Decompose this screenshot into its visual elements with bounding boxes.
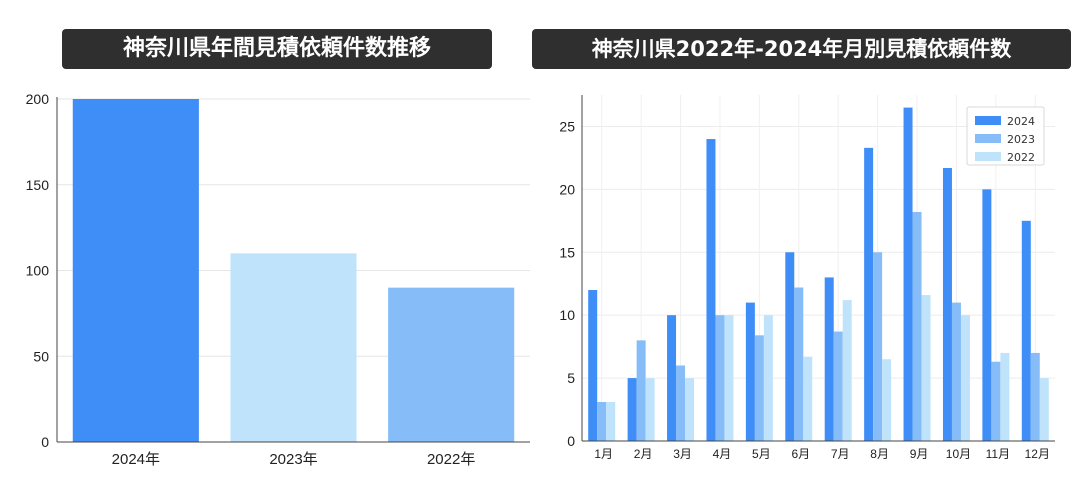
y-tick-label: 150 — [26, 177, 50, 193]
bar-2024-1月 — [588, 290, 598, 441]
bar-2024-9月 — [903, 107, 913, 441]
bar-2024-2月 — [627, 378, 637, 441]
bar-2022-5月 — [763, 315, 773, 441]
x-tick-label: 2023年 — [269, 451, 317, 468]
x-tick-label: 5月 — [752, 447, 771, 461]
legend-label-2023: 2023 — [1007, 133, 1035, 146]
bar-2022-10月 — [960, 315, 970, 441]
bar-2022-7月 — [842, 300, 852, 441]
bar-2024-4月 — [706, 139, 716, 441]
x-tick-label: 7月 — [831, 447, 850, 461]
bar-2024-12月 — [1021, 220, 1031, 441]
y-tick-label: 50 — [33, 348, 49, 364]
monthly-chart-title: 神奈川県2022年-2024年月別見積依頼件数 — [532, 29, 1071, 69]
bar-2023-7月 — [833, 331, 843, 441]
bar-2023-4月 — [715, 315, 725, 441]
bar-2023-8月 — [873, 252, 883, 441]
bar-2023年 — [230, 253, 357, 442]
bar-2023-3月 — [676, 365, 686, 441]
bar-2022-11月 — [1000, 352, 1010, 441]
y-tick-label: 10 — [559, 307, 575, 323]
y-tick-label: 25 — [559, 118, 575, 134]
bar-2023-10月 — [951, 302, 961, 441]
y-tick-label: 100 — [26, 263, 50, 279]
legend-swatch-2023 — [975, 134, 1001, 143]
y-tick-label: 20 — [559, 181, 575, 197]
x-tick-label: 6月 — [791, 447, 810, 461]
legend-label-2024: 2024 — [1007, 115, 1035, 128]
bar-2022-4月 — [724, 315, 734, 441]
bar-2022-3月 — [685, 378, 695, 441]
bar-2022-8月 — [882, 359, 892, 441]
y-tick-label: 5 — [567, 370, 575, 386]
bar-2024-6月 — [785, 252, 795, 441]
legend-label-2022: 2022 — [1007, 151, 1035, 164]
bar-2022-2月 — [645, 378, 655, 441]
bar-2024-10月 — [942, 167, 952, 441]
bar-2024-11月 — [982, 189, 992, 441]
y-tick-label: 200 — [26, 91, 50, 107]
bar-2024-5月 — [745, 302, 755, 441]
x-tick-label: 1月 — [594, 447, 613, 461]
bar-2022-1月 — [606, 401, 616, 441]
x-tick-label: 12月 — [1025, 447, 1050, 461]
x-tick-label: 2022年 — [427, 451, 475, 468]
bar-2023-5月 — [754, 335, 764, 441]
bar-2024年 — [72, 99, 199, 442]
y-tick-label: 0 — [567, 433, 575, 449]
bar-2024-8月 — [864, 147, 874, 442]
x-tick-label: 10月 — [946, 447, 971, 461]
x-tick-label: 8月 — [870, 447, 889, 461]
bar-2023-12月 — [1030, 352, 1040, 441]
bar-2024-3月 — [667, 315, 677, 441]
bar-2022-9月 — [921, 295, 931, 441]
x-tick-label: 11月 — [986, 447, 1010, 461]
bar-2023-2月 — [636, 340, 646, 441]
legend-swatch-2024 — [975, 116, 1001, 125]
legend-swatch-2022 — [975, 152, 1001, 161]
bar-2022-6月 — [803, 356, 813, 441]
bar-2022年 — [388, 287, 515, 442]
bar-2023-9月 — [912, 212, 922, 441]
x-tick-label: 3月 — [673, 447, 692, 461]
bar-2023-1月 — [597, 401, 607, 441]
x-tick-label: 2024年 — [112, 451, 160, 468]
bar-2023-11月 — [991, 361, 1001, 441]
x-tick-label: 9月 — [910, 447, 929, 461]
x-tick-label: 4月 — [713, 447, 732, 461]
y-tick-label: 15 — [559, 244, 575, 260]
bar-2023-6月 — [794, 287, 804, 441]
annual-chart-title: 神奈川県年間見積依頼件数推移 — [62, 29, 492, 69]
x-tick-label: 2月 — [634, 447, 653, 461]
bar-2024-7月 — [824, 277, 834, 441]
bar-2022-12月 — [1039, 378, 1049, 441]
y-tick-label: 0 — [41, 434, 49, 450]
